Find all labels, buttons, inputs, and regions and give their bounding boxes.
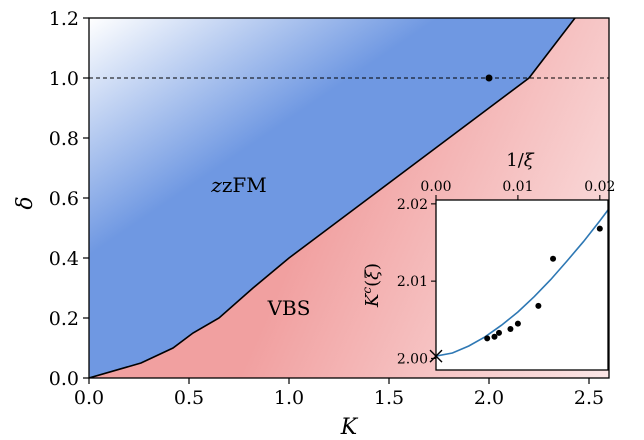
y-tick-label: 0.2 [49, 308, 79, 330]
phase-boundary-line [89, 18, 576, 378]
inset-data-point [535, 302, 542, 309]
region-label-zfm: zzFM [210, 173, 266, 197]
inset-data-point [507, 326, 514, 333]
inset-data-point [514, 320, 521, 327]
x-tick-label: 2.0 [474, 387, 504, 409]
y-tick-label: 0.6 [49, 188, 79, 210]
x-tick-label: 1.5 [374, 387, 404, 409]
y-tick-label: 0.8 [49, 128, 79, 150]
inset-data-point [495, 329, 502, 336]
inset-y-tick-label: 2.02 [397, 197, 428, 213]
y-tick-label: 0.4 [49, 248, 79, 270]
inset-x-tick-label: 0.00 [420, 179, 451, 195]
inset-x-axis-label: 1/ξ [506, 150, 535, 171]
inset-y-tick-label: 2.01 [397, 274, 428, 290]
inset-data-point [596, 225, 603, 232]
x-tick-label: 0.5 [174, 387, 204, 409]
y-tick-label: 1.0 [49, 68, 79, 90]
inset-plot: 0.00 0.01 0.02 2.00 2.01 2.02 1/ξ Kc(ξ) [360, 150, 616, 371]
inset-background [436, 200, 608, 370]
zfm-region [89, 18, 575, 378]
x-tick-label: 2.5 [574, 387, 604, 409]
inset-data-point [484, 335, 491, 342]
inset-axis-ticks: 0.00 0.01 0.02 2.00 2.01 2.02 [397, 179, 616, 367]
inset-fit-curve [436, 209, 608, 357]
inset-x-tick-label: 0.02 [584, 179, 615, 195]
inset-y-axis-label: Kc(ξ) [360, 263, 383, 308]
y-axis-label: δ [13, 196, 38, 209]
inset-x-tick-label: 0.01 [502, 179, 533, 195]
y-tick-label: 0.0 [49, 368, 79, 390]
inset-data-point [491, 333, 498, 340]
inset-data-points [484, 225, 603, 342]
y-tick-label: 1.2 [49, 8, 79, 30]
main-axis-ticks: 0.0 0.5 1.0 1.5 2.0 2.5 0.0 0.2 0.4 0.6 0.8 1.0 1.2 [49, 8, 604, 409]
inset-data-point [550, 255, 557, 262]
region-label-vbs: VBS [267, 296, 311, 320]
x-tick-label: 0.0 [74, 387, 104, 409]
inset-y-tick-label: 2.00 [397, 351, 428, 367]
x-axis-label: K [340, 415, 359, 440]
marked-point [485, 74, 493, 82]
region-label-zfm-text: zFM [222, 173, 267, 197]
x-tick-label: 1.0 [274, 387, 304, 409]
inset-frame [435, 199, 609, 371]
